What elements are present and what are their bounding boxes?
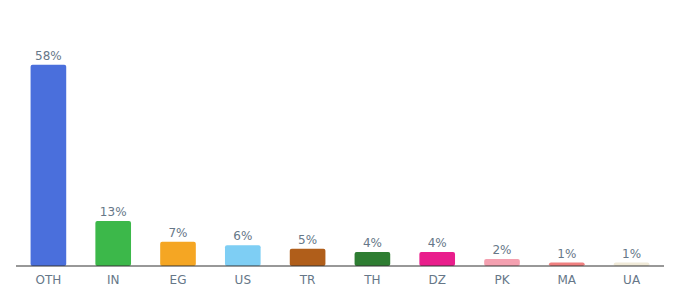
data-label: 1% bbox=[622, 247, 641, 261]
x-tick-label: DZ bbox=[428, 273, 445, 287]
chart: 58% 13% 7% 6% 5% 4% 4% 2% 1% 1% OTH IN EG US TR TH DZ PK M… bbox=[0, 0, 680, 300]
bar bbox=[484, 259, 520, 266]
x-tick-label: TR bbox=[299, 273, 316, 287]
data-labels: 58% 13% 7% 6% 5% 4% 4% 2% 1% 1% bbox=[35, 49, 641, 261]
data-label: 6% bbox=[233, 229, 252, 243]
bar bbox=[225, 245, 261, 266]
chart-container: 58% 13% 7% 6% 5% 4% 4% 2% 1% 1% OTH IN EG US TR TH DZ PK M… bbox=[0, 0, 680, 300]
data-label: 58% bbox=[35, 49, 62, 63]
bar bbox=[160, 242, 196, 266]
data-label: 1% bbox=[557, 247, 576, 261]
x-tick-label: US bbox=[235, 273, 251, 287]
data-label: 7% bbox=[168, 226, 187, 240]
data-label: 5% bbox=[298, 233, 317, 247]
data-label: 13% bbox=[100, 205, 127, 219]
bar bbox=[290, 249, 326, 266]
bar bbox=[95, 221, 131, 266]
data-label: 2% bbox=[492, 243, 511, 257]
x-tick-label: IN bbox=[107, 273, 120, 287]
bars bbox=[31, 65, 650, 266]
data-label: 4% bbox=[363, 236, 382, 250]
data-label: 4% bbox=[428, 236, 447, 250]
x-tick-label: PK bbox=[494, 273, 510, 287]
x-tick-labels: OTH IN EG US TR TH DZ PK MA UA bbox=[35, 273, 640, 287]
x-tick-label: MA bbox=[558, 273, 577, 287]
x-tick-label: EG bbox=[170, 273, 187, 287]
x-axis-line bbox=[16, 265, 664, 266]
bar bbox=[355, 252, 391, 266]
bar bbox=[31, 65, 67, 266]
x-tick-label: UA bbox=[623, 273, 641, 287]
x-tick-label: TH bbox=[363, 273, 380, 287]
bar bbox=[419, 252, 455, 266]
x-tick-label: OTH bbox=[35, 273, 61, 287]
